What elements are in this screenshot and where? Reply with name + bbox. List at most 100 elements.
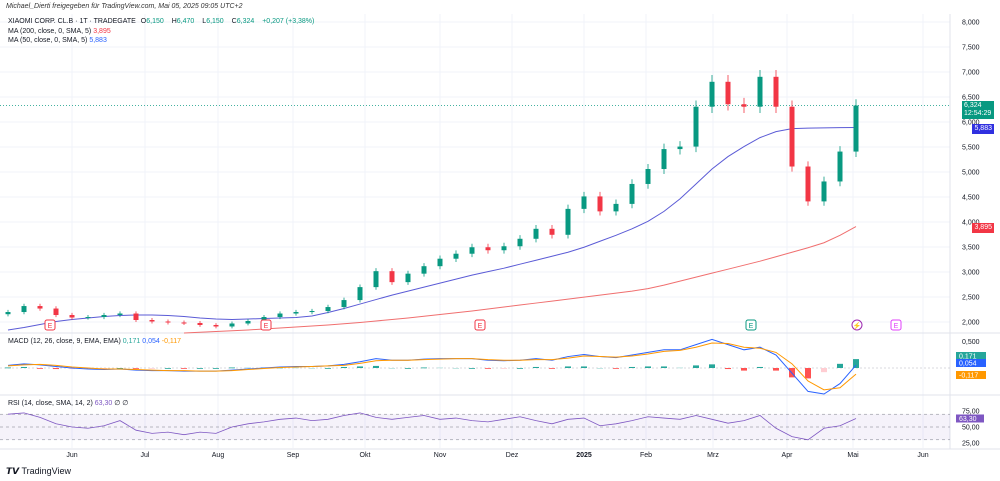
- event-marker: [260, 319, 272, 331]
- x-tick-label: Apr: [782, 452, 794, 459]
- macd-histogram-bar: [677, 367, 683, 369]
- macd-value: 0,054: [142, 338, 160, 345]
- macd-histogram-bar: [533, 366, 539, 368]
- macd-histogram-bar: [629, 366, 635, 368]
- macd-histogram-bar: [613, 368, 619, 369]
- candle-body: [437, 258, 443, 267]
- macd-histogram-bar: [197, 368, 203, 369]
- candle-body: [405, 273, 411, 283]
- event-marker: [745, 319, 757, 331]
- candle-body: [757, 76, 763, 107]
- macd-legend[interactable]: MACD (12, 26, close, 9, EMA, EMA) 0,171 …: [8, 338, 181, 345]
- change-value: +0,207 (+3,38%): [262, 18, 315, 25]
- candle-body: [133, 313, 139, 321]
- macd-histogram-bar: [37, 368, 43, 369]
- event-label: E: [749, 323, 754, 330]
- candle-body: [213, 324, 219, 327]
- close-value: 6,324: [236, 18, 255, 25]
- macd-value-tag: [956, 359, 986, 367]
- candle-body: [165, 321, 171, 323]
- macd-histogram-bar: [117, 368, 123, 369]
- macd-signal-line: [7, 342, 857, 391]
- macd-histogram-bar: [597, 368, 603, 369]
- x-tick-label: Jun: [66, 452, 77, 459]
- macd-histogram-bar: [853, 359, 859, 368]
- event-marker: [851, 319, 863, 331]
- candle-body: [725, 81, 731, 105]
- macd-histogram-bar: [149, 368, 155, 369]
- ma50-price-tag: 5,883: [972, 124, 994, 134]
- macd-histogram-bar: [101, 368, 107, 369]
- macd-histogram-bar: [69, 368, 75, 370]
- high-label: H: [171, 18, 177, 25]
- candle-body: [421, 266, 427, 274]
- rsi-legend[interactable]: RSI (14, close, SMA, 14, 2) 63,30 ∅ ∅: [8, 399, 128, 407]
- candle-body: [277, 313, 283, 318]
- ma200-line: [183, 226, 857, 334]
- candle-body: [245, 321, 251, 324]
- symbol-label[interactable]: XIAOMI CORP. CL.B · 1T · TRADEGATE: [8, 18, 136, 25]
- macd-tick-label: 0,500: [962, 339, 980, 346]
- candle-body: [853, 105, 859, 152]
- macd-signal-value: -0,117: [161, 338, 182, 345]
- macd-label: MACD (12, 26, close, 9, EMA, EMA): [8, 338, 121, 345]
- event-marker: [474, 319, 486, 331]
- candle-body: [517, 238, 523, 247]
- price-tick-label: 5,000: [962, 170, 980, 177]
- candle-body: [629, 183, 635, 204]
- candle-body: [261, 317, 267, 321]
- candle-body: [565, 208, 571, 235]
- macd-histogram-bar: [133, 368, 139, 369]
- candle-body: [677, 146, 683, 150]
- candle-body: [197, 322, 203, 325]
- x-tick-label: Okt: [360, 452, 371, 459]
- macd-histogram-bar: [725, 368, 731, 370]
- macd-histogram-bar: [661, 366, 667, 368]
- rsi-extra: ∅ ∅: [114, 400, 129, 407]
- candle-body: [149, 320, 155, 322]
- candle-body: [53, 308, 59, 316]
- macd-histogram-bar: [405, 368, 411, 369]
- macd-histogram-bar: [821, 368, 827, 373]
- x-tick-label: Feb: [640, 452, 652, 459]
- ma200-label: MA (200, close, 0, SMA, 5): [8, 28, 92, 35]
- ma200-legend[interactable]: MA (200, close, 0, SMA, 5) 3,895: [8, 28, 111, 35]
- macd-histogram-bar: [309, 368, 315, 369]
- high-value: 6,470: [176, 18, 195, 25]
- macd-histogram-bar: [581, 366, 587, 368]
- price-tick-label: 3,500: [962, 245, 980, 252]
- macd-histogram-bar: [293, 367, 299, 369]
- candle-body: [613, 203, 619, 212]
- price-tick-label: 6,000: [962, 120, 980, 127]
- x-tick-label: Mai: [847, 452, 859, 459]
- candle-body: [549, 228, 555, 235]
- macd-histogram-bar: [837, 363, 843, 368]
- x-tick-label: Jun: [917, 452, 928, 459]
- macd-histogram-bar: [453, 368, 459, 369]
- candle-body: [645, 169, 651, 184]
- ma50-legend[interactable]: MA (50, close, 0, SMA, 5) 5,883: [8, 37, 107, 44]
- candle-body: [373, 271, 379, 288]
- close-label: C: [231, 18, 237, 25]
- macd-histogram-bar: [565, 366, 571, 368]
- last-price-tag: 6,324 12:54:29: [962, 101, 994, 119]
- candle-body: [709, 81, 715, 107]
- event-marker: [890, 319, 902, 331]
- macd-histogram-bar: [757, 366, 763, 368]
- rsi-value-tag: [956, 414, 984, 423]
- tradingview-logo[interactable]: 𝙏𝙑 TradingView: [6, 466, 71, 476]
- macd-value-tag-label: -0,117: [959, 373, 978, 380]
- countdown: 12:54:29: [964, 110, 992, 117]
- candle-body: [309, 311, 315, 313]
- macd-histogram-bar: [693, 365, 699, 368]
- macd-histogram-bar: [437, 367, 443, 369]
- rsi-line: [7, 412, 857, 441]
- price-tick-label: 8,000: [962, 20, 980, 27]
- price-tick-label: 2,000: [962, 320, 980, 327]
- event-label: E: [478, 323, 483, 330]
- macd-histogram-bar: [421, 367, 427, 369]
- candle-body: [293, 312, 299, 314]
- event-label: E: [264, 323, 269, 330]
- macd-line: [7, 338, 857, 395]
